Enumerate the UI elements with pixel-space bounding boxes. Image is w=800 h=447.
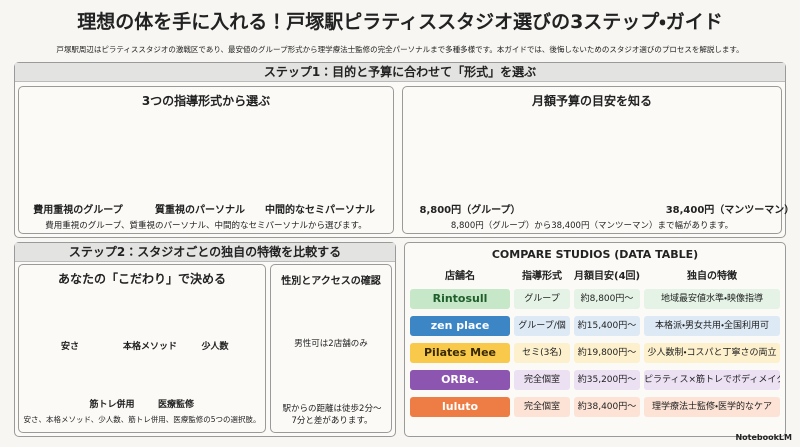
table-cell: 完全個室 [514, 370, 570, 390]
format-label: 費用重視のグループ [33, 205, 123, 216]
format-label: 中間的なセミパーソナル [265, 205, 375, 216]
column-header: 指導形式 [522, 271, 562, 282]
preference-label: 筋トレ併用 [89, 400, 135, 410]
gender-note: 男性可は2店舗のみ [294, 339, 368, 349]
table-title: COMPARE STUDIOS (DATA TABLE) [491, 248, 699, 261]
studio-name: zen place [410, 316, 510, 336]
table-cell: 約8,800円〜 [574, 289, 640, 309]
preference-label: 本格メソッド [122, 342, 178, 352]
panel-title: あなたの「こだわり」で決める [57, 272, 227, 286]
table-cell: 地域最安値水準・映像指導 [644, 289, 780, 309]
preference-label: 安さ [60, 342, 80, 352]
formats-panel [18, 86, 394, 234]
table-cell: グループ/個 [514, 316, 570, 336]
table-cell: ピラティス×筋トレでボディメイク [644, 370, 780, 390]
budget-low: 8,800円（グループ） [419, 205, 521, 216]
studio-name: Rintosull [410, 289, 510, 309]
step2-header: ステップ2：スタジオごとの独自の特徴を比較する [15, 243, 395, 262]
studio-name: ORBe. [410, 370, 510, 390]
panel-title: 3つの指導形式から選ぶ [141, 94, 271, 108]
column-header: 店舗名 [445, 271, 475, 282]
budget-high: 38,400円（マンツーマン） [665, 205, 795, 216]
preference-panel [18, 264, 266, 433]
step1-header: ステップ1：目的と予算に合わせて「形式」を選ぶ [15, 63, 785, 82]
access-panel [270, 264, 392, 433]
distance-note: 駅からの距離は徒歩2分〜7分と差があります。 [282, 404, 382, 426]
table-cell: 理学療法士監修・医学的なケア [644, 397, 780, 417]
caption: 安さ、本格メソッド、少人数、筋トレ併用、医療監修の5つの選択肢。 [23, 415, 261, 424]
studio-name: luluto [410, 397, 510, 417]
budget-panel [402, 86, 782, 234]
subtitle: 戸塚駅周辺はピラティススタジオの激戦区であり、最安値のグループ形式から理学療法士… [56, 45, 744, 54]
column-header: 月額目安(4回) [574, 271, 640, 282]
table-cell: グループ [514, 289, 570, 309]
table-cell: セミ(3名) [514, 343, 570, 363]
format-label: 質重視のパーソナル [155, 205, 245, 216]
studio-name: Pilates Mee [410, 343, 510, 363]
preference-label: 医療監修 [157, 400, 195, 410]
panel-title: 月額予算の目安を知る [531, 94, 653, 108]
table-cell: 本格派・男女共用・全国利用可 [644, 316, 780, 336]
title: 理想の体を手に入れる！戸塚駅ピラティススタジオ選びの3ステップ・ガイド [77, 11, 723, 33]
column-header: 独自の特徴 [687, 271, 737, 282]
caption: 費用重視のグループ、質重視のパーソナル、中間的なセミパーソナルから選びます。 [45, 221, 367, 231]
table-cell: 約15,400円〜 [574, 316, 640, 336]
table-cell: 少人数制・コスパと丁寧さの両立 [644, 343, 780, 363]
table-cell: 約38,400円〜 [574, 397, 640, 417]
table-cell: 完全個室 [514, 397, 570, 417]
caption: 8,800円（グループ）から38,400円（マンツーマン）まで幅があります。 [450, 221, 734, 231]
table-cell: 約19,800円〜 [574, 343, 640, 363]
panel-title: 性別とアクセスの確認 [281, 276, 381, 287]
preference-label: 少人数 [201, 342, 229, 352]
table-cell: 約35,200円〜 [574, 370, 640, 390]
brand: NotebookLM [735, 433, 792, 442]
